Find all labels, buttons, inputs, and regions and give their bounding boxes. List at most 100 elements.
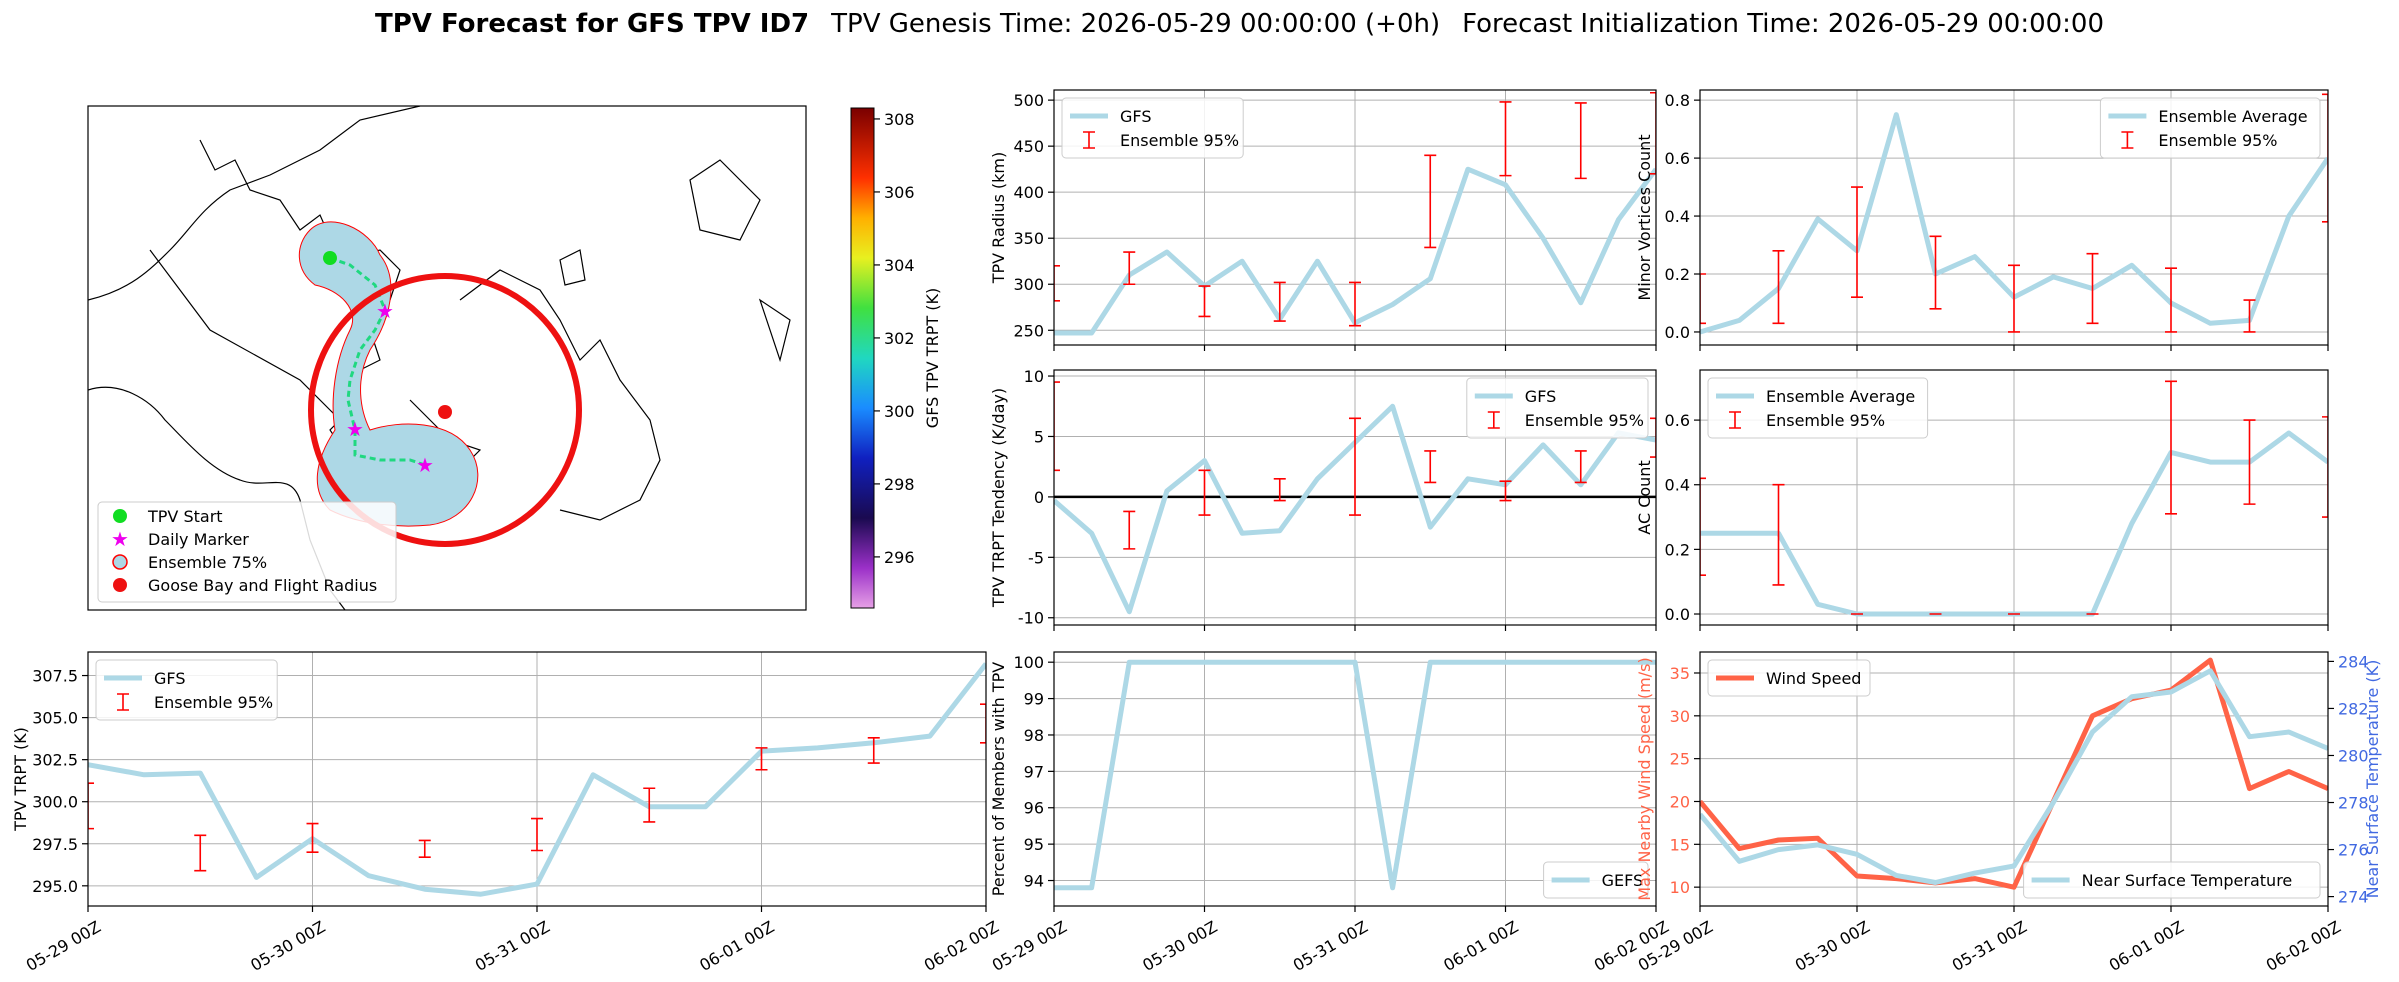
y-tick-label: 400 <box>1013 183 1044 202</box>
legend-box <box>95 659 278 721</box>
y-tick-label: 0.6 <box>1665 149 1690 168</box>
errorbar <box>980 703 986 744</box>
plot-area <box>1700 657 2328 890</box>
errorbar <box>194 834 207 872</box>
errorbar <box>867 736 880 764</box>
errorbar <box>1054 381 1060 472</box>
border <box>149 249 341 421</box>
y-axis-label: Max Nearby Wind Speed (m/s) <box>1635 657 1654 900</box>
legend-label: Ensemble 75% <box>148 553 267 572</box>
legend-box <box>1466 377 1649 439</box>
series-line <box>1054 659 1656 891</box>
errorbar <box>1499 480 1512 502</box>
legend: Wind Speed <box>1707 659 1871 697</box>
y-tick-label: 25 <box>1670 750 1690 769</box>
errorbar <box>1574 102 1587 180</box>
y-tick-label: 0.6 <box>1665 411 1690 430</box>
series-line <box>1700 657 2328 890</box>
coastline <box>459 269 661 521</box>
legend-errorbar <box>1729 411 1741 429</box>
y-tick-label: 295.0 <box>32 877 78 896</box>
legend-box <box>1543 861 1649 899</box>
axes-frame <box>1053 369 1657 626</box>
colorbar-tick-label: 306 <box>884 183 915 202</box>
goose-bay <box>438 405 452 419</box>
y-tick-label: 297.5 <box>32 835 78 854</box>
legend: Near Surface Temperature <box>2023 861 2321 899</box>
tpv-track <box>329 256 426 467</box>
legend-box <box>2023 861 2321 899</box>
legend-box <box>1061 97 1244 159</box>
y-axis-label: Percent of Members with TPV <box>989 662 1008 896</box>
legend-label: Ensemble 95% <box>1525 411 1644 430</box>
plot-area <box>1054 659 1656 891</box>
y-tick-label: 500 <box>1013 91 1044 110</box>
errorbar <box>2165 267 2177 333</box>
y-tick-label: 302.5 <box>32 751 78 770</box>
colorbar-tick-label: 308 <box>884 110 915 129</box>
errorbar <box>1424 450 1437 484</box>
axes-frame <box>1699 651 2329 907</box>
y-tick-label: 96 <box>1024 799 1044 818</box>
legend-marker <box>112 554 128 570</box>
y2-tick-label: 282 <box>2338 699 2369 718</box>
errorbar <box>418 839 431 859</box>
legend-marker <box>113 509 127 523</box>
legend-errorbar <box>117 693 129 711</box>
y-tick-label: 300.0 <box>32 793 78 812</box>
y-tick-label: 98 <box>1024 726 1044 745</box>
legend-label: Ensemble 95% <box>1766 411 1885 430</box>
colorbar <box>850 107 875 609</box>
x-tick-label: 05-29 00Z <box>23 917 104 975</box>
axes-frame <box>1699 89 2329 346</box>
errorbar <box>1349 417 1361 516</box>
figure-title: TPV Forecast for GFS TPV ID7 TPV Genesis … <box>375 9 2104 39</box>
plot-area <box>1054 91 1656 336</box>
axes-frame <box>1699 369 2329 626</box>
legend-label: Near Surface Temperature <box>2082 871 2293 890</box>
y-tick-label: 350 <box>1013 229 1044 248</box>
x-tick-label: 06-01 00Z <box>2106 917 2187 975</box>
errorbar <box>306 822 319 853</box>
legend-label: GEFS <box>1602 871 1644 890</box>
legend-marker: ★ <box>111 527 129 551</box>
y-tick-label: 0.2 <box>1665 265 1690 284</box>
legend-label: Ensemble 95% <box>2158 131 2277 150</box>
legend: GFS Ensemble 95% <box>1061 97 1244 159</box>
plot-area <box>1700 93 2328 335</box>
colorbar-label: GFS TPV TRPT (K) <box>923 288 942 428</box>
errorbar <box>1424 154 1437 249</box>
y-tick-label: 99 <box>1024 690 1044 709</box>
errorbar <box>1929 235 1942 310</box>
legend-label: GFS <box>1525 387 1556 406</box>
y-tick-label: 35 <box>1670 664 1690 683</box>
y-tick-label: 450 <box>1013 137 1044 156</box>
errorbar <box>2086 252 2099 325</box>
errorbar <box>1123 510 1136 550</box>
legend-label: Daily Marker <box>148 530 249 549</box>
errorbar <box>1700 477 1706 577</box>
errorbar <box>1198 469 1211 516</box>
errorbar <box>2008 264 2020 333</box>
y-tick-label: 250 <box>1013 321 1044 340</box>
errorbar <box>1650 417 1656 458</box>
errorbar <box>1772 483 1785 586</box>
y-tick-label: -5 <box>1028 548 1044 567</box>
legend-errorbar <box>1487 411 1500 429</box>
x-tick-label: 06-02 00Z <box>921 917 1002 975</box>
y-tick-label: 0.0 <box>1665 323 1690 342</box>
legend: Ensemble Average Ensemble 95% <box>2099 97 2321 159</box>
errorbar <box>643 787 656 823</box>
coastline <box>88 106 421 301</box>
title-init: Forecast Initialization Time: 2026-05-29… <box>1462 9 2104 39</box>
daily-marker: ★ <box>346 417 364 441</box>
coastline <box>88 386 346 610</box>
legend: GEFS <box>1543 861 1649 899</box>
legend: GFS Ensemble 95% <box>1466 377 1649 439</box>
map-frame <box>87 105 807 611</box>
series-line <box>1700 668 2328 885</box>
x-tick-label: 06-01 00Z <box>1440 917 1521 975</box>
legend-label: Wind Speed <box>1766 669 1861 688</box>
legend-label: GFS <box>1120 107 1151 126</box>
